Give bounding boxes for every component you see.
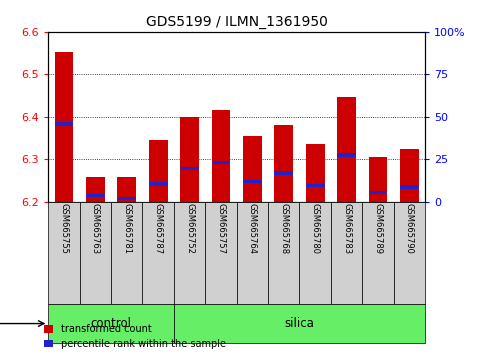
Text: GSM665768: GSM665768 — [279, 203, 288, 254]
Bar — [111, 202, 142, 304]
Bar — [117, 197, 136, 200]
Bar — [180, 117, 199, 202]
Bar — [331, 202, 362, 304]
Text: silica: silica — [284, 317, 314, 330]
Text: GSM665763: GSM665763 — [91, 203, 100, 254]
Bar — [369, 157, 387, 202]
Bar — [394, 202, 425, 304]
Bar — [243, 136, 262, 202]
Bar — [237, 202, 268, 304]
Bar — [48, 202, 80, 304]
Text: GSM665787: GSM665787 — [154, 203, 163, 254]
Bar — [268, 202, 299, 304]
Bar — [55, 52, 73, 202]
Bar — [149, 140, 168, 202]
Bar — [212, 110, 230, 202]
Text: GSM665789: GSM665789 — [373, 203, 383, 254]
Bar — [243, 180, 262, 183]
Bar — [205, 202, 237, 304]
Bar — [174, 304, 425, 343]
Bar — [86, 177, 105, 202]
Bar — [299, 202, 331, 304]
Text: GSM665752: GSM665752 — [185, 203, 194, 254]
Bar — [306, 144, 325, 202]
Bar — [306, 184, 325, 187]
Text: GSM665781: GSM665781 — [122, 203, 131, 254]
Text: GSM665783: GSM665783 — [342, 203, 351, 254]
Legend: transformed count, percentile rank within the sample: transformed count, percentile rank withi… — [43, 324, 226, 349]
Bar — [212, 161, 230, 164]
Text: GSM665757: GSM665757 — [216, 203, 226, 254]
Bar — [337, 153, 356, 157]
Bar — [48, 304, 174, 343]
Bar — [142, 202, 174, 304]
Bar — [80, 202, 111, 304]
Text: control: control — [91, 317, 131, 330]
Bar — [400, 149, 419, 202]
Title: GDS5199 / ILMN_1361950: GDS5199 / ILMN_1361950 — [146, 16, 327, 29]
Text: GSM665780: GSM665780 — [311, 203, 320, 254]
Bar — [86, 194, 105, 197]
Bar — [117, 177, 136, 202]
Text: GSM665790: GSM665790 — [405, 203, 414, 254]
Bar — [55, 122, 73, 126]
Text: GSM665755: GSM665755 — [59, 203, 69, 254]
Bar — [400, 185, 419, 189]
Bar — [149, 182, 168, 185]
Bar — [180, 167, 199, 170]
Bar — [274, 171, 293, 175]
Bar — [274, 125, 293, 202]
Bar — [369, 191, 387, 194]
Bar — [337, 97, 356, 202]
Bar — [362, 202, 394, 304]
Bar — [174, 202, 205, 304]
Text: GSM665764: GSM665764 — [248, 203, 257, 254]
